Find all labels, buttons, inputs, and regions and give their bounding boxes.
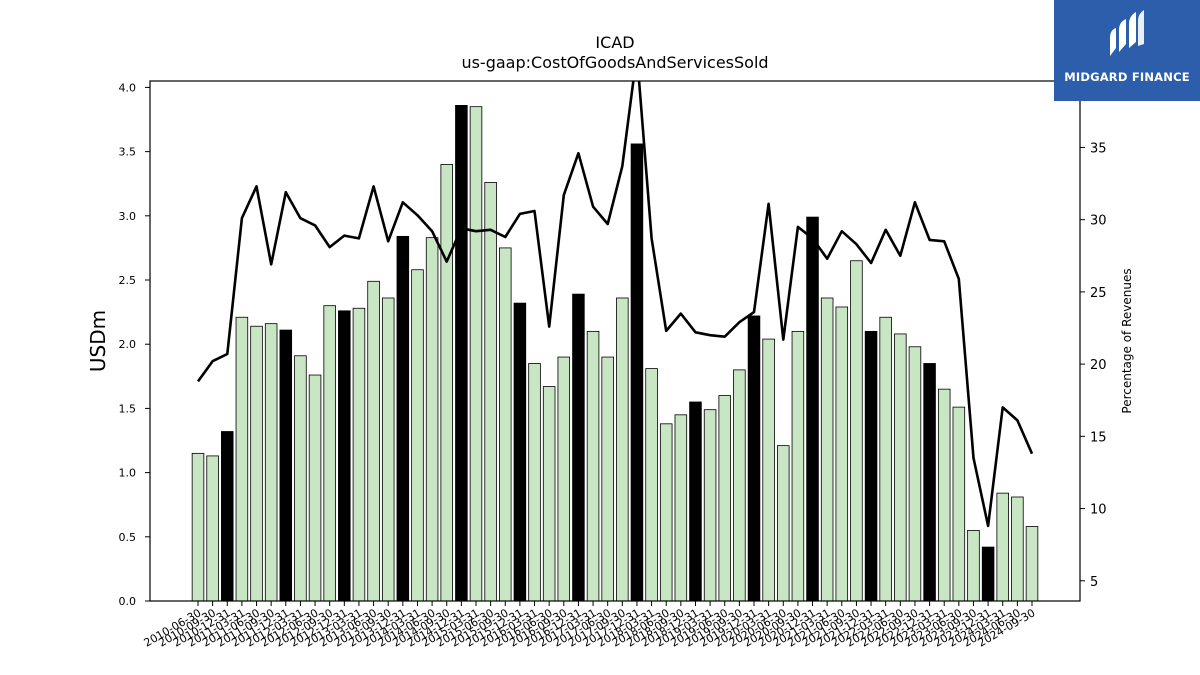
bar	[1011, 496, 1024, 602]
x-axis: 2010-06-302010-09-302010-12-312011-03-31…	[142, 601, 1038, 650]
right-y-axis: 5 10 15 20 25 30 35	[1080, 141, 1107, 590]
bar	[323, 305, 336, 602]
bar	[864, 330, 878, 602]
bar	[894, 333, 907, 602]
bar	[996, 492, 1009, 602]
bar	[601, 356, 614, 602]
y-tick-label: 0.0	[119, 595, 137, 608]
bar	[484, 182, 497, 602]
bar	[645, 368, 658, 602]
bar	[718, 395, 731, 602]
bar	[908, 346, 922, 602]
y2-axis-label: Percentage of Revenues	[1120, 268, 1134, 413]
bar	[850, 260, 863, 602]
bar	[264, 323, 278, 602]
bar	[279, 329, 293, 602]
bar	[791, 330, 805, 602]
bar	[733, 369, 746, 602]
bar	[777, 445, 790, 602]
y-tick-label: 3.5	[119, 146, 137, 159]
percentage-line	[196, 81, 1034, 528]
bar	[747, 315, 761, 602]
y2-tick-label: 25	[1090, 286, 1107, 301]
bar	[762, 338, 775, 602]
bar	[191, 452, 205, 602]
bar	[235, 316, 249, 602]
line-series	[196, 81, 1034, 528]
bar	[557, 356, 571, 602]
bar	[806, 216, 819, 602]
y-tick-label: 0.5	[119, 531, 137, 544]
bar	[1025, 526, 1039, 602]
y2-tick-label: 20	[1090, 358, 1107, 373]
bar	[338, 310, 351, 602]
y-tick-label: 2.5	[119, 274, 137, 287]
bar	[308, 374, 322, 602]
bar	[937, 388, 951, 602]
bar	[499, 247, 512, 602]
bar	[440, 164, 453, 602]
bar	[221, 431, 234, 602]
y-tick-label: 2.0	[119, 338, 137, 351]
bar	[616, 297, 629, 602]
left-y-axis: 0.0 0.5 1.0 1.5 2.0 2.5 3.0 3.5 4.0	[119, 81, 150, 608]
bar	[630, 143, 644, 602]
bar	[820, 297, 834, 602]
y-tick-label: 4.0	[119, 81, 137, 94]
bar	[542, 386, 556, 602]
plot-frame	[149, 80, 1081, 602]
y-tick-label: 3.0	[119, 210, 137, 223]
bar	[981, 546, 995, 602]
bar	[835, 306, 849, 602]
bar	[206, 455, 219, 602]
bar	[381, 297, 395, 602]
bar	[528, 363, 541, 602]
y2-tick-label: 35	[1090, 141, 1107, 156]
chart-subtitle: us-gaap:CostOfGoodsAndServicesSold	[461, 53, 768, 72]
bar	[703, 409, 717, 602]
y2-tick-label: 30	[1090, 214, 1107, 229]
bar	[689, 401, 702, 602]
y-axis-label: USDm	[86, 310, 110, 372]
y2-tick-label: 5	[1090, 575, 1098, 590]
bar	[411, 269, 424, 602]
bar	[952, 406, 966, 602]
bar	[674, 414, 688, 602]
bar	[659, 423, 673, 602]
bar-series	[191, 104, 1039, 602]
bar	[469, 106, 483, 602]
y-tick-label: 1.0	[119, 467, 137, 480]
y2-tick-label: 15	[1090, 430, 1107, 445]
bar	[352, 307, 366, 602]
bar	[294, 355, 307, 602]
bar	[879, 316, 892, 602]
bar	[396, 235, 410, 602]
bar	[367, 280, 380, 602]
bar	[572, 293, 585, 602]
bar	[586, 330, 600, 602]
chart-title: ICAD	[595, 33, 634, 52]
brand-logo: MIDGARD FINANCE	[1054, 0, 1200, 101]
bar	[967, 529, 980, 602]
midgard-logo-icon	[1110, 10, 1144, 56]
bar	[923, 363, 936, 602]
y-tick-label: 1.5	[119, 402, 137, 415]
y2-tick-label: 10	[1090, 503, 1107, 518]
bar	[455, 104, 468, 602]
logo-text: MIDGARD FINANCE	[1064, 70, 1190, 84]
bar	[250, 325, 263, 602]
bar	[513, 302, 527, 602]
bar	[425, 237, 439, 602]
